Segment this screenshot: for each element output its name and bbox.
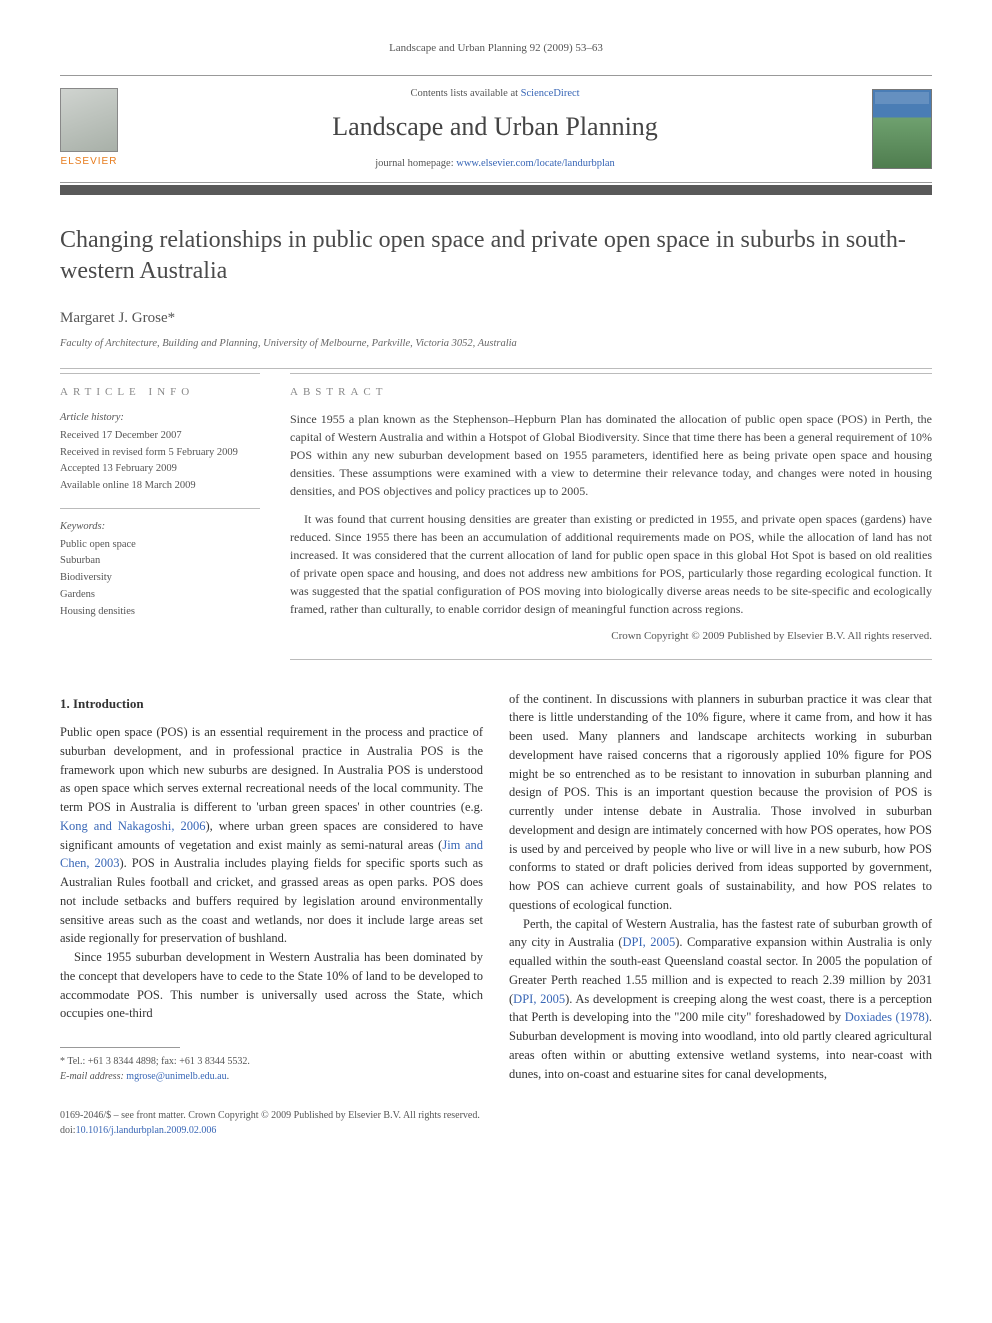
journal-homepage-link[interactable]: www.elsevier.com/locate/landurbplan [456, 158, 615, 169]
citation-link[interactable]: Doxiades (1978) [845, 1010, 929, 1024]
abstract-divider [290, 659, 932, 660]
footnote-tel: Tel.: +61 3 8344 4898; fax: +61 3 8344 5… [65, 1056, 250, 1067]
citation-link[interactable]: Kong and Nakagoshi, 2006 [60, 819, 205, 833]
doi-link[interactable]: 10.1016/j.landurbplan.2009.02.006 [76, 1125, 217, 1136]
footer-copyright: 0169-2046/$ – see front matter. Crown Co… [60, 1108, 932, 1123]
keyword: Suburban [60, 553, 260, 569]
publisher-block: ELSEVIER [60, 88, 118, 169]
citation-link[interactable]: DPI, 2005 [513, 992, 565, 1006]
journal-masthead: ELSEVIER Contents lists available at Sci… [60, 75, 932, 184]
abstract-paragraph: Since 1955 a plan known as the Stephenso… [290, 410, 932, 500]
corresponding-author-footnote: * Tel.: +61 3 8344 4898; fax: +61 3 8344… [60, 1054, 483, 1084]
running-head: Landscape and Urban Planning 92 (2009) 5… [60, 40, 932, 57]
body-text: ). POS in Australia includes playing fie… [60, 856, 483, 945]
elsevier-tree-icon [60, 88, 118, 152]
journal-homepage-line: journal homepage: www.elsevier.com/locat… [132, 156, 858, 172]
contents-available-line: Contents lists available at ScienceDirec… [132, 86, 858, 102]
article-body: 1. Introduction Public open space (POS) … [60, 690, 932, 1085]
publisher-name: ELSEVIER [61, 154, 118, 169]
article-history-heading: Article history: [60, 410, 260, 426]
history-accepted: Accepted 13 February 2009 [60, 461, 260, 477]
journal-cover-icon [872, 89, 932, 169]
contents-prefix: Contents lists available at [410, 88, 520, 99]
abstract-label: abstract [290, 384, 932, 401]
footnote-email-label: E-mail address: [60, 1071, 126, 1082]
page-footer: 0169-2046/$ – see front matter. Crown Co… [60, 1108, 932, 1138]
section-heading-introduction: 1. Introduction [60, 694, 483, 714]
body-paragraph: Perth, the capital of Western Australia,… [509, 915, 932, 1084]
article-info-label: article info [60, 384, 260, 401]
abstract-paragraph: It was found that current housing densit… [290, 510, 932, 618]
keyword: Gardens [60, 587, 260, 603]
article-info-column: article info Article history: Received 1… [60, 373, 260, 660]
body-paragraph: of the continent. In discussions with pl… [509, 690, 932, 915]
footer-doi-line: doi:10.1016/j.landurbplan.2009.02.006 [60, 1123, 932, 1138]
author-email-link[interactable]: mgrose@unimelb.edu.au [126, 1071, 226, 1082]
masthead-center: Contents lists available at ScienceDirec… [132, 86, 858, 173]
homepage-prefix: journal homepage: [375, 158, 456, 169]
keyword: Biodiversity [60, 570, 260, 586]
doi-label: doi: [60, 1125, 76, 1136]
info-abstract-row: article info Article history: Received 1… [60, 368, 932, 660]
footnote-separator [60, 1047, 180, 1048]
citation-link[interactable]: DPI, 2005 [623, 935, 676, 949]
author-line: Margaret J. Grose* [60, 307, 932, 330]
author-affiliation: Faculty of Architecture, Building and Pl… [60, 336, 932, 352]
journal-title: Landscape and Urban Planning [132, 107, 858, 146]
info-divider [60, 508, 260, 509]
history-revised: Received in revised form 5 February 2009 [60, 445, 260, 461]
keyword: Public open space [60, 537, 260, 553]
history-received: Received 17 December 2007 [60, 428, 260, 444]
author-name: Margaret J. Grose [60, 310, 168, 326]
footnote-suffix: . [227, 1071, 230, 1082]
keywords-list: Public open space Suburban Biodiversity … [60, 537, 260, 620]
body-paragraph: Since 1955 suburban development in Weste… [60, 948, 483, 1023]
corresponding-author-mark: * [168, 310, 176, 326]
sciencedirect-link[interactable]: ScienceDirect [521, 88, 580, 99]
masthead-divider [60, 185, 932, 195]
keywords-heading: Keywords: [60, 519, 260, 535]
body-text: Public open space (POS) is an essential … [60, 725, 483, 814]
abstract-copyright: Crown Copyright © 2009 Published by Else… [290, 628, 932, 645]
article-title: Changing relationships in public open sp… [60, 225, 932, 287]
history-online: Available online 18 March 2009 [60, 478, 260, 494]
abstract-column: abstract Since 1955 a plan known as the … [290, 373, 932, 660]
body-paragraph: Public open space (POS) is an essential … [60, 723, 483, 948]
keyword: Housing densities [60, 604, 260, 620]
